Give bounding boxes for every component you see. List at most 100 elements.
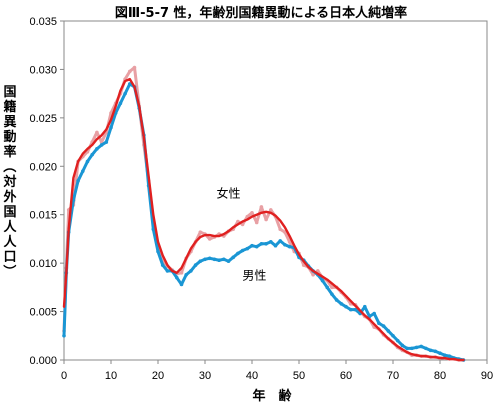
data-point (179, 271, 184, 275)
data-point (283, 242, 287, 247)
data-point (236, 251, 240, 256)
plot-area-frame (63, 20, 488, 361)
data-point (222, 257, 226, 262)
data-point (207, 237, 212, 241)
data-point (99, 143, 104, 147)
data-point (410, 346, 414, 351)
y-axis-ticks: 0.000 0.005 0.010 0.015 0.020 0.025 0.030 0.035 (29, 16, 64, 367)
y-axis-label-char: ） (1, 264, 17, 277)
x-tick-label: 0 (61, 370, 67, 382)
data-point (269, 240, 273, 244)
series-line-female-smoothed (62, 77, 465, 362)
data-point (254, 220, 259, 225)
annotation-male: 男性 (242, 269, 266, 283)
data-point (405, 346, 409, 351)
data-point (156, 249, 160, 254)
data-point (259, 241, 264, 246)
y-tick-label: 0.020 (29, 161, 57, 173)
data-point (245, 246, 250, 251)
data-point (212, 257, 217, 262)
y-axis-label-char: 口 (3, 250, 16, 265)
y-axis-label-char: 外 (2, 189, 16, 205)
data-point (330, 292, 334, 296)
data-point (264, 241, 268, 246)
x-tick-label: 10 (105, 370, 117, 382)
x-tick-label: 70 (387, 370, 399, 382)
data-point (372, 311, 377, 316)
data-point (377, 321, 381, 325)
data-point (151, 227, 156, 232)
data-point (123, 91, 127, 96)
y-axis-label-char: 率 (3, 144, 16, 160)
x-axis-label: 年 齢 (252, 388, 292, 404)
x-tick-label: 50 (293, 370, 305, 382)
data-point (428, 348, 433, 353)
data-point (287, 240, 292, 244)
data-point (395, 338, 400, 343)
data-point (198, 230, 203, 234)
data-point (62, 333, 66, 338)
data-point (325, 285, 330, 290)
data-point (245, 214, 250, 219)
data-point (240, 222, 245, 227)
y-axis-label-char: 動 (3, 129, 16, 145)
data-point (132, 65, 137, 70)
y-tick-label: 0.035 (29, 16, 57, 28)
data-point (287, 244, 292, 249)
data-point (109, 125, 113, 130)
data-point (348, 307, 353, 312)
data-point (259, 205, 264, 209)
data-point (175, 275, 179, 280)
data-point (339, 302, 344, 306)
x-tick-label: 90 (481, 370, 493, 382)
data-point (250, 243, 254, 248)
data-point (353, 307, 358, 312)
data-point (254, 244, 259, 249)
data-point (433, 349, 438, 354)
y-tick-label: 0.030 (29, 64, 57, 76)
y-axis-label-char: （ (1, 159, 17, 172)
y-axis-label-char: 国 (3, 85, 16, 100)
data-point (118, 101, 123, 106)
data-point (160, 263, 165, 267)
data-point (316, 269, 320, 273)
data-point (273, 243, 278, 248)
data-point (179, 282, 184, 287)
series-line-male-observed (62, 82, 465, 362)
data-point (278, 239, 283, 243)
data-point (207, 256, 212, 261)
data-point (95, 147, 99, 151)
x-tick-label: 30 (199, 370, 211, 382)
data-point (330, 285, 334, 290)
y-axis-label-char: 人 (3, 234, 17, 250)
data-point (231, 255, 235, 260)
y-axis-label-char: 異 (3, 115, 16, 130)
data-point (344, 304, 348, 309)
data-point (85, 159, 90, 164)
y-tick-label: 0.015 (29, 210, 57, 222)
data-point (311, 272, 315, 277)
data-point (381, 324, 386, 328)
data-point (128, 82, 132, 86)
data-point (250, 210, 254, 215)
data-point (81, 169, 85, 173)
data-point (363, 304, 367, 309)
data-point (217, 258, 221, 263)
data-point (95, 130, 99, 135)
chart-title: 図Ⅲ-5-7 性，年齢別国籍異動による日本人純増率 (115, 5, 407, 21)
data-point (226, 259, 231, 264)
y-axis-label-char: 人 (3, 219, 17, 235)
data-point (203, 257, 207, 262)
data-point (240, 248, 245, 253)
data-point (391, 333, 395, 338)
data-point (400, 343, 405, 348)
data-point (278, 227, 283, 232)
x-tick-label: 60 (340, 370, 352, 382)
data-point (104, 140, 109, 144)
x-tick-label: 80 (434, 370, 446, 382)
series-points-male (62, 82, 466, 362)
x-tick-label: 40 (246, 370, 258, 382)
y-tick-label: 0.005 (29, 307, 57, 319)
x-tick-label: 20 (152, 370, 164, 382)
